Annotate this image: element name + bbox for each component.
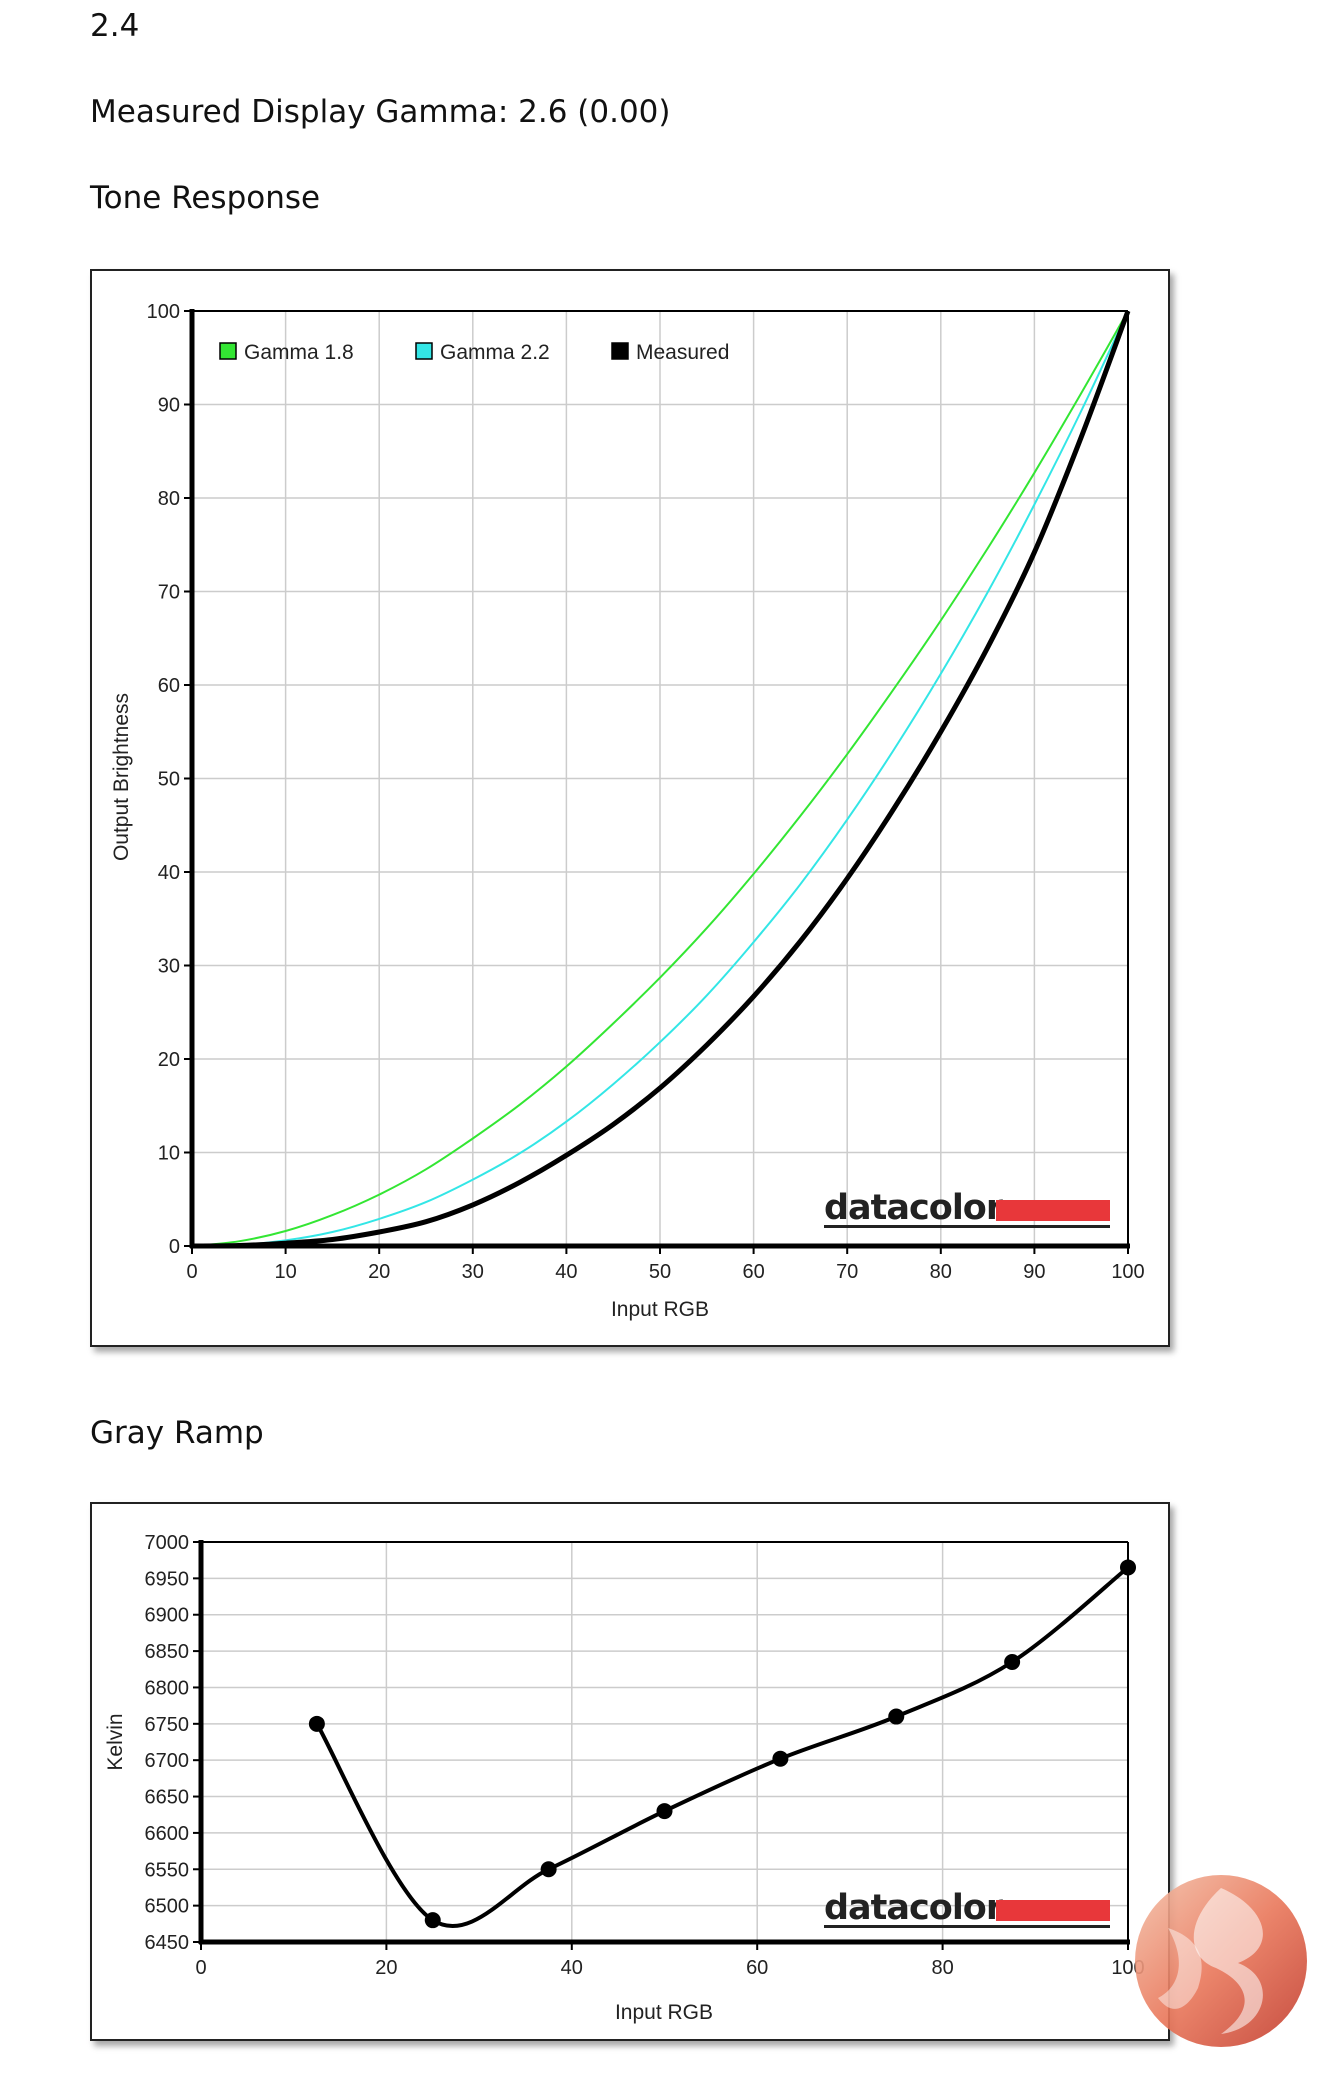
datacolor-wordmark: datacolor xyxy=(824,1888,1004,1928)
data-point xyxy=(424,1912,441,1929)
y-tick-label: 6550 xyxy=(145,1859,190,1881)
y-tick-label: 10 xyxy=(158,1143,180,1165)
y-tick-label: 50 xyxy=(158,769,180,791)
y-tick-label: 6600 xyxy=(145,1823,190,1845)
y-tick-label: 6900 xyxy=(145,1605,190,1627)
y-tick-label: 60 xyxy=(158,675,180,697)
y-tick-label: 6500 xyxy=(145,1896,190,1918)
y-tick-label: 6950 xyxy=(145,1568,190,1590)
x-tick-label: 30 xyxy=(462,1261,484,1283)
datacolor-wordmark: datacolor xyxy=(824,1188,1004,1228)
measured-line xyxy=(191,310,1131,1249)
y-tick-label: 40 xyxy=(158,862,180,884)
data-point xyxy=(1004,1654,1021,1670)
datacolor-underline xyxy=(824,1925,1110,1928)
y-tick-label: 6650 xyxy=(145,1787,190,1809)
gray-ramp-chart: 0 20 40 60 80 1006450650065506600665067006750… xyxy=(104,1532,1145,2024)
x-tick-label: 80 xyxy=(931,1957,953,1979)
gamma-1-8-line xyxy=(191,310,1129,1247)
x-tick-label: 90 xyxy=(1023,1261,1045,1283)
x-tick-label: 10 xyxy=(274,1261,296,1283)
y-tick-label: 0 xyxy=(169,1236,180,1258)
data-point xyxy=(888,1708,905,1725)
y-tick-label: 80 xyxy=(158,488,180,510)
x-tick-label: 0 xyxy=(195,1957,206,1979)
datacolor-logo: datacolor xyxy=(824,1188,1110,1228)
legend: Gamma 1.8 Gamma 2.2 Measured xyxy=(219,341,729,364)
y-tick-label: 6450 xyxy=(145,1932,190,1954)
y-tick-label: 20 xyxy=(158,1049,180,1071)
x-tick-label: 50 xyxy=(649,1261,671,1283)
legend-swatch-gamma-18 xyxy=(219,342,237,360)
x-axis-label: Input RGB xyxy=(615,2001,713,2024)
x-tick-label: 0 xyxy=(186,1261,197,1283)
tone-response-title: Tone Response xyxy=(90,180,321,216)
top-value: 2.4 xyxy=(90,8,140,44)
x-tick-label: 60 xyxy=(746,1957,768,1979)
y-tick-label: 90 xyxy=(158,395,180,417)
data-point xyxy=(540,1861,557,1878)
gray-ramp-chart-panel: 0 20 40 60 80 100 6450 6500 6550 6600 6650 6700 6750… xyxy=(90,1502,1170,2041)
y-tick-label: 70 xyxy=(158,582,180,604)
y-axis-label: Kelvin xyxy=(104,1713,127,1770)
y-tick-label: 100 xyxy=(147,301,180,323)
legend-swatch-measured xyxy=(611,342,629,360)
data-point xyxy=(772,1750,789,1767)
x-tick-label: 60 xyxy=(742,1261,764,1283)
datacolor-underline xyxy=(824,1225,1110,1228)
x-axis-label: Input RGB xyxy=(611,1298,709,1321)
y-tick-label: 6750 xyxy=(145,1714,190,1736)
x-tick-label: 40 xyxy=(561,1957,583,1979)
tone-response-chart: 0 10 20 30 40 50 60 70 80 90 100 0 10 20 30 40 50 60 70 80 9… xyxy=(110,301,1145,1321)
y-tick-label: 6700 xyxy=(145,1750,190,1772)
x-tick-label: 20 xyxy=(375,1957,397,1979)
legend-label-gamma-18: Gamma 1.8 xyxy=(244,341,354,364)
datacolor-logo: datacolor xyxy=(824,1888,1110,1928)
datacolor-red-bar xyxy=(996,1200,1110,1221)
series-line xyxy=(315,1565,1130,1929)
y-tick-label: 6850 xyxy=(145,1641,190,1663)
legend-label-gamma-22: Gamma 2.2 xyxy=(440,341,550,364)
legend-label-measured: Measured xyxy=(636,341,729,364)
site-watermark-logo-icon xyxy=(1135,1875,1307,2047)
y-axis-label: Output Brightness xyxy=(110,693,133,861)
tone-response-chart-panel: 0 10 20 30 40 50 60 70 80 90 100 0 10 20 30 40 50 60 70 80 9… xyxy=(90,269,1170,1347)
x-tick-label: 20 xyxy=(368,1261,390,1283)
data-point xyxy=(308,1715,325,1732)
gamma-2-2-line xyxy=(191,310,1129,1247)
y-tick-label: 30 xyxy=(158,956,180,978)
x-tick-label: 40 xyxy=(555,1261,577,1283)
legend-swatch-gamma-22 xyxy=(415,342,433,360)
y-tick-label: 6800 xyxy=(145,1677,190,1699)
gray-ramp-title: Gray Ramp xyxy=(90,1415,264,1451)
datacolor-red-bar xyxy=(996,1900,1110,1921)
x-tick-label: 80 xyxy=(930,1261,952,1283)
y-tick-label: 7000 xyxy=(145,1532,190,1554)
data-point xyxy=(656,1803,673,1820)
x-tick-label: 100 xyxy=(1111,1261,1144,1283)
measured-gamma-text: Measured Display Gamma: 2.6 (0.00) xyxy=(90,94,671,130)
x-tick-label: 70 xyxy=(836,1261,858,1283)
